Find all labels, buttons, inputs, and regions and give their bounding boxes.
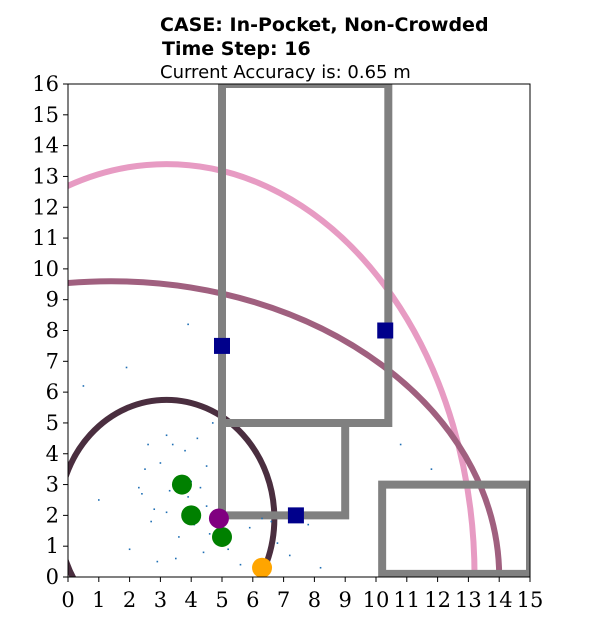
particle-point	[319, 566, 322, 569]
x-tick-label: 9	[339, 588, 352, 612]
particle-point	[98, 499, 100, 501]
x-tick-label: 4	[185, 588, 198, 612]
x-tick-label: 13	[455, 588, 482, 612]
y-tick-label: 2	[46, 503, 59, 527]
particle-point	[187, 323, 189, 326]
particle-point	[159, 462, 162, 464]
y-tick-label: 15	[32, 103, 59, 127]
accuracy-title: Current Accuracy is: 0.65 m	[160, 62, 411, 83]
particle-point	[261, 517, 263, 520]
x-tick-label: 0	[61, 588, 74, 612]
x-tick-label: 1	[92, 588, 105, 612]
particle-point	[199, 486, 202, 489]
true-position-point	[252, 557, 273, 577]
particle-point	[168, 489, 171, 492]
x-tick-label: 11	[393, 588, 420, 612]
x-tick-label: 15	[517, 588, 544, 612]
y-tick-label: 12	[32, 195, 59, 219]
estimate-point	[181, 505, 202, 526]
x-tick-label: 3	[154, 588, 167, 612]
particle-point	[270, 520, 273, 523]
anchor-marker	[214, 337, 230, 354]
particle-point	[211, 422, 214, 424]
plot-area	[68, 84, 530, 577]
particle-point	[202, 551, 205, 554]
wall	[222, 422, 350, 520]
particle-point	[208, 533, 211, 535]
particle-point	[125, 366, 128, 369]
particle-point	[184, 449, 186, 452]
y-tick-label: 3	[46, 473, 59, 497]
particle-point	[141, 493, 143, 495]
particle-point	[178, 536, 180, 538]
particle-point	[82, 385, 85, 387]
anchor-marker	[377, 322, 394, 339]
y-tick-label: 0	[46, 565, 59, 589]
particle-point	[276, 542, 279, 544]
particle-point	[248, 526, 251, 529]
y-tick-label: 9	[46, 288, 59, 312]
particle-point	[399, 443, 402, 446]
particle-point	[144, 468, 146, 470]
y-tick-label: 6	[46, 380, 59, 404]
y-tick-label: 10	[32, 257, 59, 281]
estimate-point	[171, 474, 192, 495]
wall	[218, 84, 393, 516]
case-title: CASE: In-Pocket, Non-Crowded	[160, 14, 489, 36]
particle-point	[128, 548, 131, 551]
particle-point	[430, 468, 433, 470]
x-tick-label: 10	[363, 588, 390, 612]
y-tick-label: 11	[32, 226, 59, 250]
x-tick-label: 7	[277, 588, 290, 612]
particle-point	[307, 523, 310, 526]
x-tick-label: 12	[424, 588, 451, 612]
plot-frame	[67, 83, 531, 578]
y-tick-label: 5	[46, 411, 59, 435]
y-tick-label: 1	[46, 534, 59, 558]
y-tick-label: 8	[46, 319, 59, 343]
particle-point	[288, 554, 291, 557]
estimate-point	[212, 526, 232, 547]
y-tick-label: 4	[46, 442, 59, 466]
particle-point	[239, 563, 242, 566]
x-tick-label: 8	[308, 588, 321, 612]
particle-point	[165, 511, 168, 514]
y-tick-label: 16	[32, 72, 59, 96]
x-tick-label: 6	[246, 588, 259, 612]
range-circle	[68, 161, 478, 577]
particle-point	[187, 496, 189, 498]
particle-point	[156, 560, 159, 563]
particle-point	[147, 443, 149, 446]
range-circle	[68, 278, 503, 577]
y-tick-label: 13	[32, 164, 59, 188]
y-tick-label: 7	[46, 349, 59, 373]
current-estimate-point	[208, 508, 229, 529]
particle-point	[196, 437, 199, 440]
particle-point	[205, 505, 208, 507]
particle-point	[153, 508, 156, 511]
particle-point	[171, 443, 174, 446]
particle-point	[138, 486, 140, 489]
particle-point	[205, 465, 208, 467]
particle-point	[175, 557, 177, 560]
anchor-marker	[287, 507, 304, 524]
y-tick-label: 14	[32, 134, 59, 158]
x-axis: 0 1 2 3 4 5 6 7 8 9 10 11 12 13 14 15	[61, 577, 543, 612]
x-tick-label: 2	[123, 588, 136, 612]
particle-point	[165, 434, 168, 437]
x-tick-label: 5	[215, 588, 228, 612]
particle-point	[227, 548, 229, 551]
x-tick-label: 14	[486, 588, 513, 612]
wall	[378, 480, 530, 577]
particle-point	[150, 520, 152, 523]
time-step-title: Time Step: 16	[162, 38, 311, 60]
